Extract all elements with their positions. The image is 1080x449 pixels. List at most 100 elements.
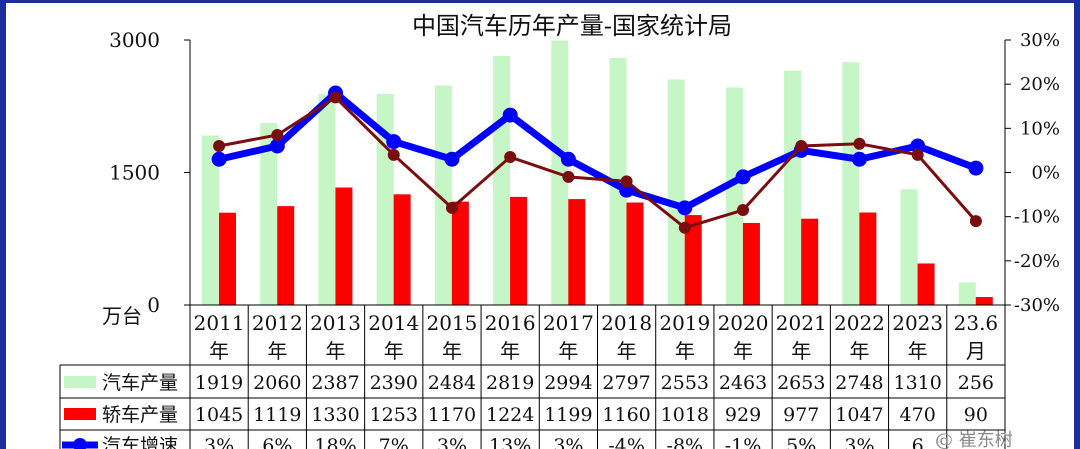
table-cell-value: 1310 xyxy=(893,372,941,394)
bar-sedan-production xyxy=(801,218,819,305)
point-car-growth xyxy=(910,138,926,154)
line-sedan-growth xyxy=(218,95,978,230)
category-label-line2: 年 xyxy=(326,339,346,363)
bar-sedan-production xyxy=(917,263,935,305)
bar-total-production xyxy=(434,85,452,305)
category-label-line1: 2011 xyxy=(194,311,245,335)
table-cell-value: 2390 xyxy=(370,372,418,394)
table-cell-value: 470 xyxy=(900,404,936,426)
legend-key-1 xyxy=(64,408,96,420)
table-cell-value: 256 xyxy=(958,372,994,394)
right-tick-label: -10% xyxy=(1014,207,1060,228)
bar-sedan-production xyxy=(568,199,586,305)
right-tick-label: -20% xyxy=(1014,251,1060,272)
category-label-line1: 2012 xyxy=(252,311,303,335)
table-cell-value: 1919 xyxy=(195,372,243,394)
table-cell-value: 1119 xyxy=(253,404,301,426)
point-sedan-growth xyxy=(387,148,400,161)
right-tick-label: -30% xyxy=(1014,295,1060,316)
table-cell-value: 90 xyxy=(964,404,988,426)
bar-total-production xyxy=(260,123,278,306)
table-cell-value: 2553 xyxy=(661,372,709,394)
frame-left-border xyxy=(0,0,6,449)
category-label-line2: 年 xyxy=(384,339,404,363)
point-sedan-growth xyxy=(445,201,458,214)
table-cell-value: 1045 xyxy=(195,404,243,426)
table-cell-value: 977 xyxy=(783,404,819,426)
table-cell-value: 6% xyxy=(262,435,292,449)
point-car-growth xyxy=(211,151,227,167)
left-tick-label: 1500 xyxy=(109,161,160,185)
right-tick-label: 30% xyxy=(1020,30,1060,51)
bar-sedan-production xyxy=(277,206,295,305)
table-cell-value: 7% xyxy=(379,435,409,449)
left-tick-label: 0 xyxy=(147,293,160,317)
point-car-growth xyxy=(968,160,984,176)
point-sedan-growth xyxy=(620,175,633,188)
point-car-growth xyxy=(502,107,518,123)
table-cell-value: 1160 xyxy=(602,404,650,426)
category-label-line2: 年 xyxy=(558,339,578,363)
bar-total-production xyxy=(958,282,976,305)
point-sedan-growth xyxy=(969,215,982,228)
point-sedan-growth xyxy=(271,128,284,141)
table-cell-value: 2797 xyxy=(602,372,650,394)
category-label-line2: 年 xyxy=(209,339,229,363)
unit-label: 万台 xyxy=(102,304,142,328)
category-label-line2: 年 xyxy=(849,339,869,363)
category-label-line2: 年 xyxy=(500,339,520,363)
table-cell-value: 3% xyxy=(844,435,874,449)
table-cell-value: 5% xyxy=(786,435,816,449)
point-car-growth xyxy=(386,134,402,150)
table-cell-value: 2994 xyxy=(544,372,592,394)
table-cell-value: 2387 xyxy=(311,372,359,394)
legend-key-marker xyxy=(73,438,87,449)
point-car-growth xyxy=(444,151,460,167)
category-label-line2: 年 xyxy=(908,339,928,363)
category-label-line1: 2020 xyxy=(718,311,769,335)
table-cell-value: 2653 xyxy=(777,372,825,394)
category-label-line1: 23.6 xyxy=(954,311,999,335)
table-cell-value: 1224 xyxy=(486,404,534,426)
legend-label-1: 轿车产量 xyxy=(102,404,178,426)
category-label-line1: 2019 xyxy=(659,311,710,335)
bar-total-production xyxy=(493,55,511,305)
legend-label-0: 汽车产量 xyxy=(102,372,178,394)
point-sedan-growth xyxy=(853,137,866,150)
legend-label-2: 汽车增速 xyxy=(102,435,178,449)
table-cell-value: 6 xyxy=(912,435,924,449)
bar-sedan-production xyxy=(393,194,411,305)
bar-total-production xyxy=(842,62,860,306)
category-label-line1: 2016 xyxy=(485,311,536,335)
table-cell-value: 3% xyxy=(437,435,467,449)
category-label-line2: 年 xyxy=(733,339,753,363)
point-sedan-growth xyxy=(213,140,226,152)
bar-sedan-production xyxy=(742,222,760,305)
line-car-growth xyxy=(218,89,978,212)
table-cell-value: 2060 xyxy=(253,372,301,394)
bar-sedan-production xyxy=(335,187,353,305)
right-tick-label: 10% xyxy=(1020,118,1060,139)
table-cell-value: 3% xyxy=(553,435,583,449)
category-label-line2: 月 xyxy=(966,339,986,363)
table-cell-value: 13% xyxy=(489,435,531,449)
watermark: @ 崔东树 xyxy=(935,430,1013,449)
right-tick-label: 0% xyxy=(1031,163,1060,184)
point-sedan-growth xyxy=(504,151,517,164)
point-car-growth xyxy=(735,169,751,185)
table-cell-value: -4% xyxy=(608,435,645,449)
category-label-line1: 2014 xyxy=(368,311,419,335)
table-cell-value: 1170 xyxy=(428,404,476,426)
table-cell-value: 1018 xyxy=(661,404,709,426)
right-tick-label: 20% xyxy=(1020,74,1060,95)
table-cell-value: 2463 xyxy=(719,372,767,394)
point-sedan-growth xyxy=(911,148,924,161)
table-cell-value: 1253 xyxy=(370,404,418,426)
category-label-line2: 年 xyxy=(791,339,811,363)
point-sedan-growth xyxy=(795,140,808,152)
point-sedan-growth xyxy=(737,204,750,217)
chart-title: 中国汽车历年产量-国家统计局 xyxy=(412,12,732,40)
category-label-line2: 年 xyxy=(442,339,462,363)
table-cell-value: 1047 xyxy=(835,404,883,426)
data-table: 2011 年 2012 年 2013 年 2014 年 2015 年 2016 年 2017 年 2018 年… xyxy=(59,305,1006,449)
